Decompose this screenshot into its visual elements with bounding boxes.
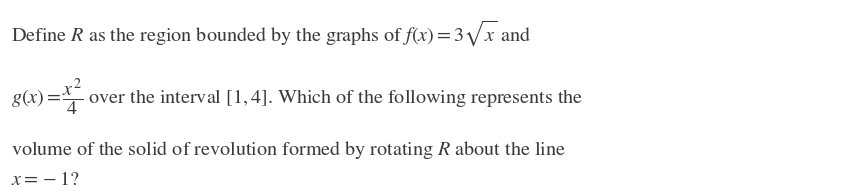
Text: volume of the solid of revolution formed by rotating $\mathit{R}$ about the line: volume of the solid of revolution formed… — [11, 139, 566, 161]
Text: $x = -1$?: $x = -1$? — [11, 171, 80, 189]
Text: $g(x) = \dfrac{x^2}{4}$ over the interval $[1, 4]$. Which of the following repre: $g(x) = \dfrac{x^2}{4}$ over the interva… — [11, 77, 584, 118]
Text: Define $\mathit{R}$ as the region bounded by the graphs of $f(x) = 3\sqrt{x}$ an: Define $\mathit{R}$ as the region bounde… — [11, 18, 532, 48]
